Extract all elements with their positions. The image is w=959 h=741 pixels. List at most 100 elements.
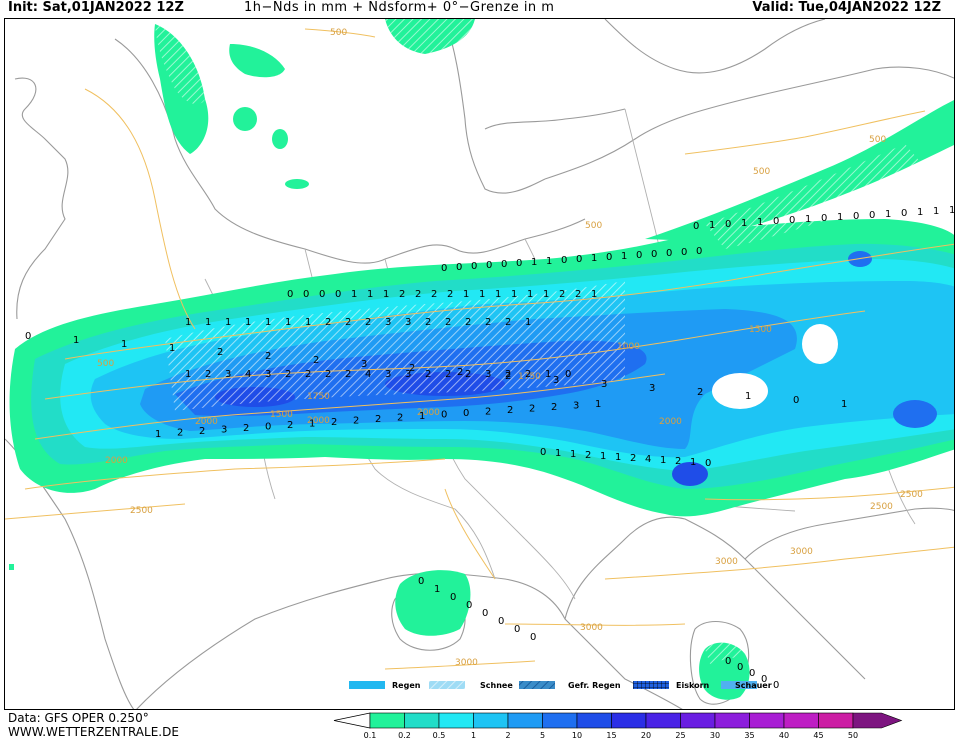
precip-value-label: 2 [485, 407, 491, 418]
precip-value-label: 1 [621, 251, 627, 262]
precip-value-label: 1 [185, 369, 191, 380]
precip-value-label: 1 [419, 411, 425, 422]
precip-value-label: 2 [365, 317, 371, 328]
contour-label: 500 [585, 221, 602, 231]
precip-value-label: 0 [576, 254, 582, 265]
precip-value-label: 1 [757, 217, 763, 228]
precip-value-label: 0 [636, 250, 642, 261]
precip-value-label: 2 [287, 420, 293, 431]
precip-value-label: 0 [456, 262, 462, 273]
contour-label: 2500 [870, 502, 893, 512]
precip-value-label: 2 [313, 355, 319, 366]
contour-label: 2500 [130, 506, 153, 516]
scale-swatch [749, 712, 785, 729]
scale-arrow-left [333, 712, 371, 729]
precip-value-label: 0 [303, 289, 309, 300]
map-title: 1h−Nds in mm + Ndsform+ 0°−Grenze in m [244, 0, 555, 15]
precip-value-label: 2 [551, 402, 557, 413]
precip-value-label: 2 [375, 414, 381, 425]
precip-value-label: 1 [525, 317, 531, 328]
precip-value-label: 3 [225, 369, 231, 380]
precip-value-label: 2 [353, 416, 359, 427]
legend-swatch-hatch [519, 681, 555, 689]
precip-value-label: 0 [869, 210, 875, 221]
precip-value-label: 1 [690, 457, 696, 468]
precip-value-label: 2 [409, 363, 415, 374]
precip-value-label: 0 [773, 680, 779, 691]
precip-value-label: 1 [591, 289, 597, 300]
precip-value-label: 2 [199, 426, 205, 437]
precip-value-label: 1 [545, 369, 551, 380]
precip-value-label: 3 [649, 383, 655, 394]
precip-value-label: 1 [546, 256, 552, 267]
precip-value-label: 0 [901, 208, 907, 219]
precip-value-label: 2 [205, 369, 211, 380]
precip-value-label: 1 [741, 218, 747, 229]
precip-value-label: 2 [465, 317, 471, 328]
precip-value-label: 0 [471, 261, 477, 272]
precip-value-label: 2 [285, 369, 291, 380]
precip-value-label: 4 [245, 369, 251, 380]
precip-value-label: 2 [447, 289, 453, 300]
precip-value-label: 2 [525, 369, 531, 380]
precip-value-label: 2 [325, 317, 331, 328]
precip-value-label: 1 [591, 253, 597, 264]
precip-value-label: 3 [265, 369, 271, 380]
precip-value-label: 2 [305, 369, 311, 380]
precip-value-label: 1 [660, 455, 666, 466]
scale-label: 40 [779, 731, 789, 740]
map-canvas: 500 500 500 500 500 1000 1500 1500 1750 … [5, 19, 954, 709]
contour-label: 1500 [270, 410, 293, 420]
scale-label: 50 [848, 731, 858, 740]
scale-label: 15 [606, 731, 616, 740]
contour-label: 1500 [749, 325, 772, 335]
contour-label: 2500 [900, 490, 923, 500]
precip-value-label: 1 [531, 257, 537, 268]
precip-value-label: 1 [185, 317, 191, 328]
precip-value-label: 1 [434, 584, 440, 595]
precip-value-label: 1 [745, 391, 751, 402]
scale-swatch [576, 712, 612, 729]
precip-value-label: 1 [367, 289, 373, 300]
precip-value-label: 1 [555, 448, 561, 459]
legend-label: Schnee [480, 681, 513, 690]
precip-value-label: 0 [319, 289, 325, 300]
scale-label: 5 [540, 731, 545, 740]
precip-value-label: 1 [841, 399, 847, 410]
legend-swatch-regen [349, 681, 385, 689]
scale-label: 1 [471, 731, 476, 740]
precip-value-label: 1 [933, 206, 939, 217]
precip-value-label: 0 [530, 632, 536, 643]
precip-value-label: 2 [425, 369, 431, 380]
precip-value-label: 0 [773, 216, 779, 227]
precip-value-label: 0 [821, 213, 827, 224]
valid-time: Valid: Tue,04JAN2022 12Z [752, 0, 941, 15]
contour-label: 2000 [307, 416, 330, 426]
footer-credits: Data: GFS OPER 0.250° WWW.WETTERZENTRALE… [8, 711, 179, 739]
precip-value-label: 2 [345, 369, 351, 380]
precip-value-label: 2 [559, 289, 565, 300]
precip-value-label: 0 [441, 410, 447, 421]
precip-value-label: 2 [425, 317, 431, 328]
precip-value-label: 3 [485, 369, 491, 380]
contour-label: 1750 [518, 372, 541, 382]
scale-swatch [680, 712, 716, 729]
precip-value-label: 2 [445, 369, 451, 380]
precip-value-label: 0 [606, 252, 612, 263]
precip-value-label: 2 [415, 289, 421, 300]
precip-value-label: 2 [675, 456, 681, 467]
website-link[interactable]: WWW.WETTERZENTRALE.DE [8, 725, 179, 739]
precip-value-label: 0 [737, 662, 743, 673]
precip-value-label: 2 [505, 369, 511, 380]
scale-swatch [507, 712, 543, 729]
ptype-legend: Regen Schnee Gefr. Regen Eiskorn Schauer [349, 681, 772, 690]
precip-value-label: 0 [516, 258, 522, 269]
map-panel[interactable]: 500 500 500 500 500 1000 1500 1500 1750 … [4, 18, 955, 710]
precip-value-label: 1 [570, 449, 576, 460]
precip-value-labels: 0 0 0 0 0 0 1 1 0 0 1 0 1 0 0 0 0 00 0 0 0 1 1 1 2 2 2 2 1 1 1 1 1 1 2 2 11 1… [25, 205, 954, 691]
precip-value-label: 0 [725, 219, 731, 230]
precip-value-label: 1 [245, 317, 251, 328]
precip-value-label: 4 [365, 369, 371, 380]
precip-value-label: 2 [575, 289, 581, 300]
precip-value-label: 0 [486, 260, 492, 271]
